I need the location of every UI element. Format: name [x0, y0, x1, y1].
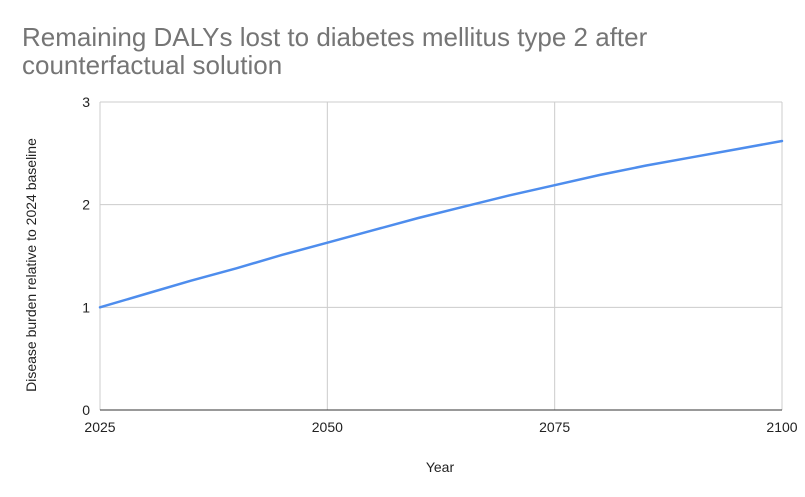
- series-line: [98, 139, 784, 309]
- x-axis-title: Year: [426, 459, 455, 475]
- series-layer: [98, 139, 784, 309]
- x-tick-label: 2100: [766, 419, 797, 435]
- chart-title-line-1: Remaining DALYs lost to diabetes mellitu…: [22, 22, 648, 52]
- y-tick-label: 3: [82, 94, 90, 110]
- y-tick-label: 0: [82, 402, 90, 418]
- y-tick-label: 2: [82, 197, 90, 213]
- chart-title-line-2: counterfactual solution: [22, 50, 282, 80]
- gridlines: [99, 101, 783, 410]
- y-tick-label: 1: [82, 299, 90, 315]
- y-axis-title: Disease burden relative to 2024 baseline: [23, 138, 39, 392]
- x-tick-label: 2075: [539, 419, 570, 435]
- y-axis-ticks: 0 1 2 3: [82, 94, 90, 418]
- x-tick-label: 2025: [84, 419, 115, 435]
- x-axis-ticks: 2025 2050 2075 2100: [84, 419, 797, 435]
- x-tick-label: 2050: [312, 419, 343, 435]
